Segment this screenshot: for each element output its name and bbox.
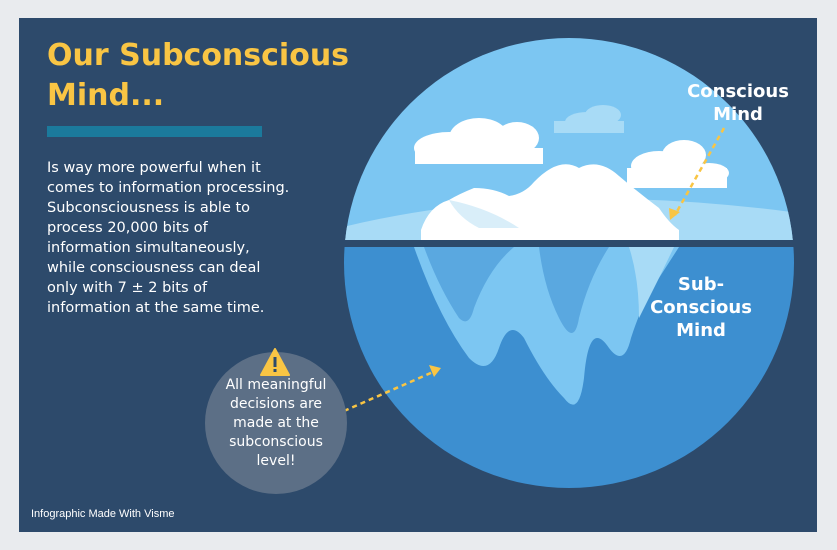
page-title: Our Subconscious Mind... xyxy=(47,38,350,113)
cloud xyxy=(627,140,729,188)
subconscious-mind-label: Sub-Conscious Mind xyxy=(650,274,752,341)
water-area xyxy=(344,247,794,488)
infographic-card: Our Subconscious Mind... Is way more pow… xyxy=(19,18,817,532)
iceberg-illustration xyxy=(319,38,799,488)
cloud xyxy=(554,105,624,133)
sky-area xyxy=(344,38,794,240)
callout-arrow xyxy=(343,370,434,413)
conscious-arrow xyxy=(673,127,726,216)
callout-text: All meaningful decisions are made at the… xyxy=(225,376,327,469)
cloud xyxy=(414,118,543,164)
title-underline-bar xyxy=(47,126,262,137)
warning-icon xyxy=(260,348,290,376)
footer-credit: Infographic Made With Visme xyxy=(31,508,175,520)
conscious-mind-label: Conscious Mind xyxy=(687,81,789,125)
description-text: Is way more powerful when it comes to in… xyxy=(47,160,290,316)
